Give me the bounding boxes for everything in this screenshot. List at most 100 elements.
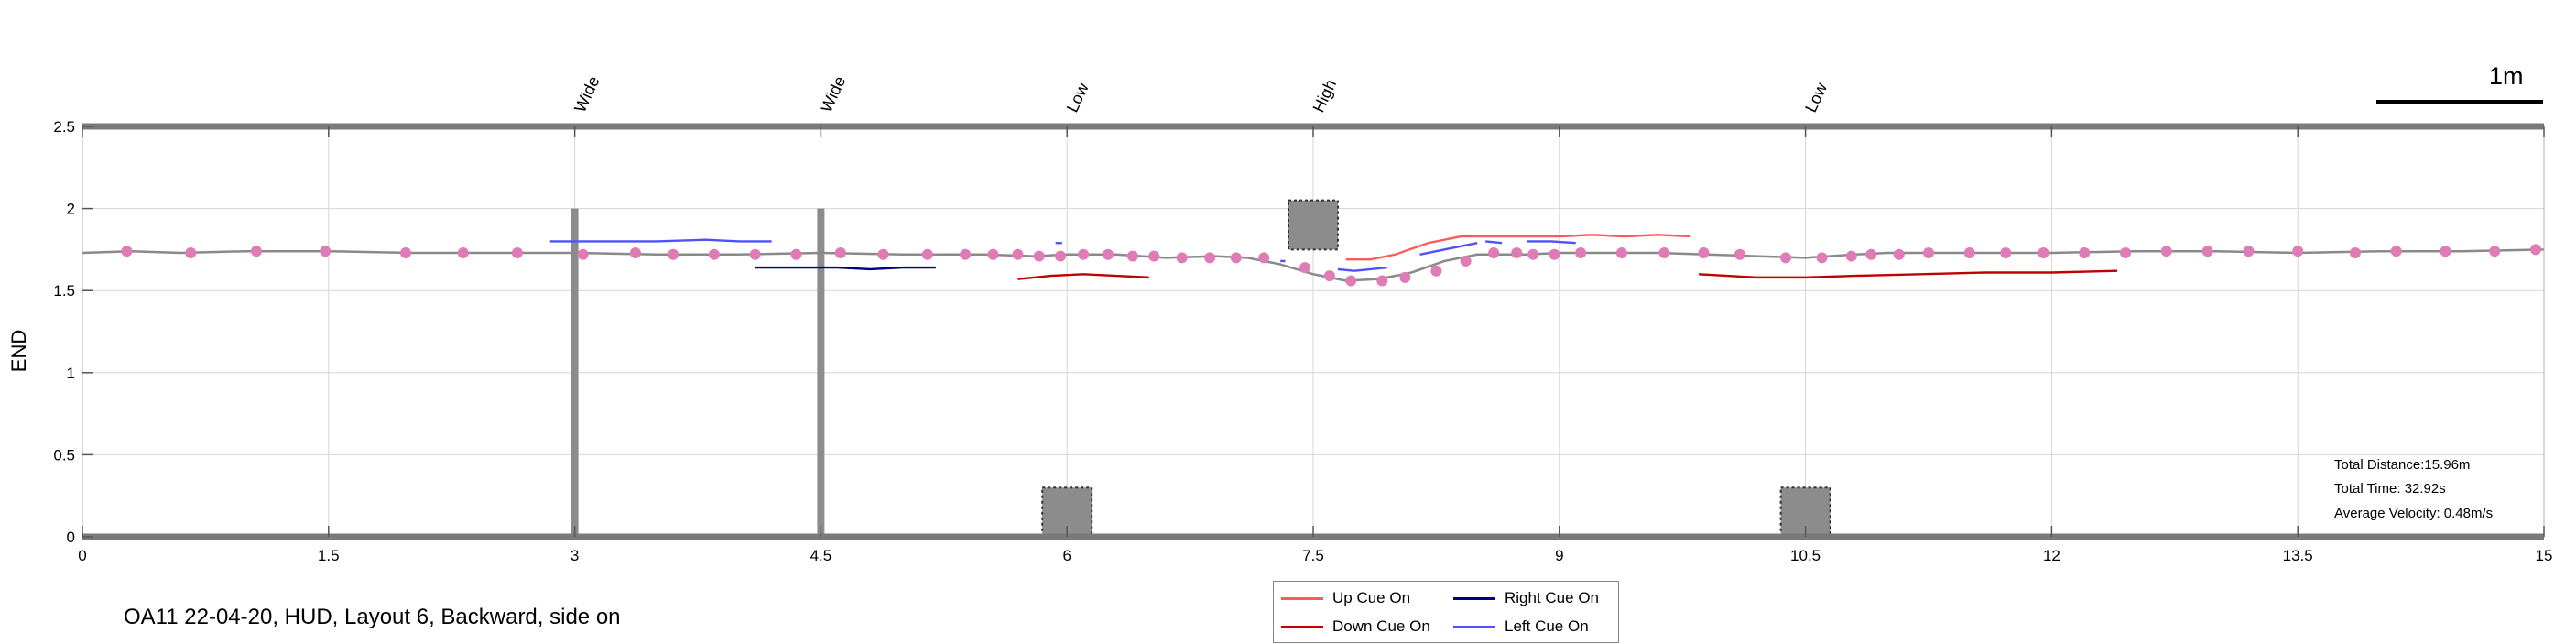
scale-bar-label: 1m: [2489, 62, 2524, 90]
legend-swatch-up: [1281, 597, 1323, 601]
trajectory-marker: [708, 248, 720, 260]
trajectory-marker: [1345, 275, 1357, 287]
trajectory-marker: [960, 248, 972, 260]
trajectory-marker: [577, 248, 589, 260]
trajectory-marker: [987, 248, 999, 260]
legend-item-up: Up Cue On: [1281, 589, 1410, 607]
x-tick-label: 3: [571, 547, 579, 564]
box-obstacle: [1288, 199, 1339, 251]
trajectory-marker: [185, 246, 197, 258]
trajectory-marker: [1698, 246, 1710, 258]
trajectory-marker: [1780, 252, 1792, 264]
trajectory-marker: [1230, 252, 1242, 264]
right-cue-line: [755, 266, 936, 271]
left-cue-line: [549, 238, 772, 243]
trajectory-marker: [1575, 246, 1587, 258]
legend-swatch-right: [1453, 597, 1495, 601]
trajectory-marker: [1488, 246, 1500, 258]
y-axis-label: END: [7, 330, 30, 372]
obstacle-label: Low: [1063, 79, 1093, 115]
trajectory-marker: [1176, 252, 1188, 264]
trajectory-marker: [457, 246, 469, 258]
left-cue-line: [1485, 240, 1503, 245]
obstacle-label: High: [1309, 77, 1340, 115]
trajectory-marker: [2000, 246, 2012, 258]
y-tick-label: 1.5: [53, 282, 75, 300]
legend-label-down: Down Cue On: [1332, 617, 1430, 635]
trajectory-marker: [1055, 250, 1067, 262]
trajectory-marker: [1078, 248, 1090, 260]
obstacle-label: Low: [1801, 79, 1831, 115]
total-time-text: Total Time: 32.92s: [2334, 481, 2446, 497]
trajectory-marker: [2489, 246, 2501, 257]
trajectory-marker: [2243, 246, 2255, 257]
trajectory-marker: [2292, 246, 2304, 257]
obstacle-labels: Wide Wide Low High Low: [571, 73, 1831, 115]
trajectory-marker: [1734, 248, 1745, 260]
data-series: [82, 234, 2545, 287]
trajectory-marker: [250, 246, 262, 257]
legend-label-up: Up Cue On: [1332, 589, 1411, 606]
trajectory-marker: [2440, 246, 2451, 257]
pole-obstacle: [817, 208, 825, 537]
legend-item-right: Right Cue On: [1453, 589, 1599, 607]
trajectory-marker: [1893, 248, 1905, 260]
trajectory-marker: [1963, 246, 1975, 258]
trajectory-marker: [400, 246, 412, 258]
trajectory-marker: [2349, 246, 2361, 258]
legend-label-left: Left Cue On: [1505, 617, 1589, 635]
trajectory-marker: [1258, 252, 1270, 264]
left-cue-line: [1419, 242, 1478, 256]
trajectory-marker: [1204, 252, 1216, 264]
left-cue-line: [1526, 240, 1576, 245]
down-cue-line: [1017, 273, 1149, 280]
trajectory-marker: [1845, 250, 1857, 262]
trajectory-marker: [668, 248, 679, 260]
trajectory-marker: [1012, 248, 1024, 260]
left-cue-line: [1337, 266, 1387, 272]
y-tick-label: 1: [67, 365, 75, 382]
down-cue-line: [1699, 269, 2118, 279]
x-tick-label: 9: [1555, 547, 1563, 564]
trajectory-marker: [1148, 250, 1160, 262]
trajectory-marker: [320, 246, 332, 257]
trajectory-marker: [1549, 248, 1560, 260]
legend-swatch-left: [1453, 626, 1495, 629]
obstacles-poles: [571, 208, 825, 537]
trajectory-marker: [1376, 275, 1388, 287]
y-tick-label: 2.5: [53, 118, 75, 136]
trajectory-marker: [1103, 248, 1114, 260]
y-tick-label: 0: [67, 529, 75, 546]
total-distance-text: Total Distance:15.96m: [2334, 457, 2470, 473]
x-tick-label: 1.5: [318, 547, 340, 564]
legend: Up Cue On Right Cue On Down Cue On Left …: [1273, 581, 1619, 643]
trajectory-marker: [2079, 246, 2091, 258]
y-tick-label: 2: [67, 201, 75, 218]
trajectory-marker: [1527, 248, 1539, 260]
trajectory-marker: [1923, 246, 1934, 258]
x-tick-label: 6: [1062, 547, 1071, 564]
obstacle-label: Wide: [817, 73, 849, 115]
trajectory-marker: [1033, 250, 1045, 262]
x-tick-label: 13.5: [2283, 547, 2313, 564]
x-tick-label: 0: [78, 547, 86, 564]
figure-caption: OA11 22-04-20, HUD, Layout 6, Backward, …: [124, 605, 621, 629]
trajectory-marker: [2160, 246, 2172, 257]
x-tick-label: 4.5: [810, 547, 832, 564]
trajectory-marker: [2120, 246, 2132, 258]
trajectory-marker: [1658, 246, 1670, 258]
legend-item-left: Left Cue On: [1453, 617, 1589, 636]
x-tick-label: 12: [2043, 547, 2060, 564]
trajectory-marker: [1865, 248, 1877, 260]
axes-frame: [82, 123, 2545, 540]
trajectory-marker: [790, 248, 802, 260]
x-tick-label: 15: [2536, 547, 2553, 564]
pole-obstacle: [571, 208, 579, 537]
trajectory-marker: [1323, 270, 1335, 282]
average-velocity-text: Average Velocity: 0.48m/s: [2334, 506, 2493, 521]
trajectory-marker: [1126, 250, 1138, 262]
x-tick-label: 10.5: [1790, 547, 1821, 564]
trajectory-marker: [834, 246, 846, 258]
trajectory-marker: [1816, 252, 1828, 264]
